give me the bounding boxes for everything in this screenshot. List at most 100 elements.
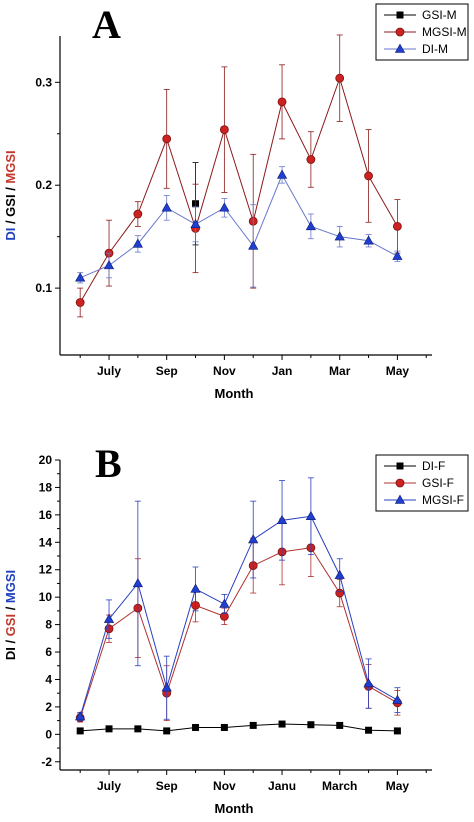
legend-label: MGSI-F [422,493,464,507]
x-tick-label: July [97,364,121,378]
legend-label: GSI-M [422,8,457,22]
data-point [334,569,345,579]
x-tick-label: Sep [156,364,178,378]
legend-label: MGSI-M [422,25,467,39]
y-axis-title-part: DI [3,228,18,241]
data-point [219,598,230,608]
x-tick-label: Janu [268,779,296,793]
data-point [103,613,115,623]
y-tick-label: 4 [45,672,52,686]
y-tick-label: 0.1 [35,281,52,295]
y-tick-label: 8 [45,618,52,632]
x-tick-label: Nov [213,364,236,378]
x-axis-title: Month [215,386,254,401]
x-tick-label: Sep [156,779,178,793]
y-axis-title-part: / [3,184,18,195]
legend-label: GSI-F [422,476,454,490]
series-line [80,723,398,732]
y-tick-label: -2 [41,755,52,769]
x-tick-label: May [386,779,410,793]
y-axis-title-part: / [3,603,18,614]
legend: DI-F GSI-F MGSI-F [375,454,469,512]
chart-b: -2 0 2 4 6 8 10 12 14 16 18 20 July Sep Nov Janu March Ma… [3,453,469,816]
panel-letter-b: B [95,441,122,486]
data-point [161,202,172,212]
y-axis-title: DI / GSI / MGSI [3,570,18,660]
data-point [75,298,85,307]
y-tick-label: 0 [45,727,52,741]
data-point [133,209,143,219]
chart-a: 0.1 0.2 0.3 July Sep Nov Jan Mar May Month DI / GS… [3,3,469,401]
data-point [335,73,345,83]
y-axis-title-part: GSI [3,194,18,216]
legend: GSI-M MGSI-M DI-M [375,3,469,61]
data-point [76,727,84,735]
y-axis-title-part: MGSI [3,150,18,183]
data-point [75,272,86,282]
y-axis-title-part: / [3,636,18,647]
y-axis-title-part: / [3,217,18,228]
series-line [79,76,398,303]
data-point [334,231,345,241]
legend-label: DI-F [422,459,445,473]
data-point [393,727,401,735]
legend-marker [395,27,405,37]
y-tick-label: 0.2 [35,178,52,192]
data-point [249,721,257,729]
data-point [365,726,373,734]
y-axis-title-part: DI [3,647,18,660]
legend-marker [396,462,404,470]
legend-label: DI-M [422,42,448,56]
y-tick-label: 2 [45,700,52,714]
data-point [192,723,200,731]
y-axis-title: DI / GSI / MGSI [3,150,18,240]
data-point [277,97,287,107]
x-tick-label: July [97,779,121,793]
data-point [132,238,143,248]
x-tick-label: Jan [272,364,293,378]
y-axis-title-part: MGSI [3,570,18,603]
data-point [190,583,201,593]
data-point [336,721,344,729]
data-point [305,510,316,520]
data-point [75,711,86,721]
series-line [79,547,398,719]
series-DI-M [75,166,403,288]
data-point [163,727,171,735]
data-point [220,723,228,731]
data-point [134,725,142,733]
y-tick-label: 16 [39,508,53,522]
y-tick-label: 18 [39,480,53,494]
data-point [307,721,315,729]
data-point [161,682,172,692]
x-tick-label: March [322,779,357,793]
series-line [79,515,398,717]
data-point [132,578,143,588]
data-point [219,125,229,135]
legend-marker [395,478,405,488]
data-point [392,221,402,231]
y-tick-label: 20 [39,453,53,467]
data-point [190,218,201,229]
y-tick-label: 14 [39,535,53,549]
data-point [305,220,316,231]
y-tick-label: 10 [39,590,53,604]
panel-letter-a: A [92,2,121,47]
data-point [105,725,113,733]
data-point [276,169,288,179]
x-axis-title: Month [215,801,254,816]
series-line [79,173,398,279]
x-tick-label: May [386,364,410,378]
data-point [306,155,316,164]
data-point [363,235,374,245]
data-point [248,240,259,250]
y-tick-label: 12 [39,563,53,577]
series-GSI-F [75,518,402,723]
data-point [278,720,286,728]
data-point [363,678,374,688]
x-tick-label: Nov [213,779,236,793]
series-MGSI-F [75,477,403,722]
x-tick-label: Mar [329,364,351,378]
legend-marker [394,494,406,504]
